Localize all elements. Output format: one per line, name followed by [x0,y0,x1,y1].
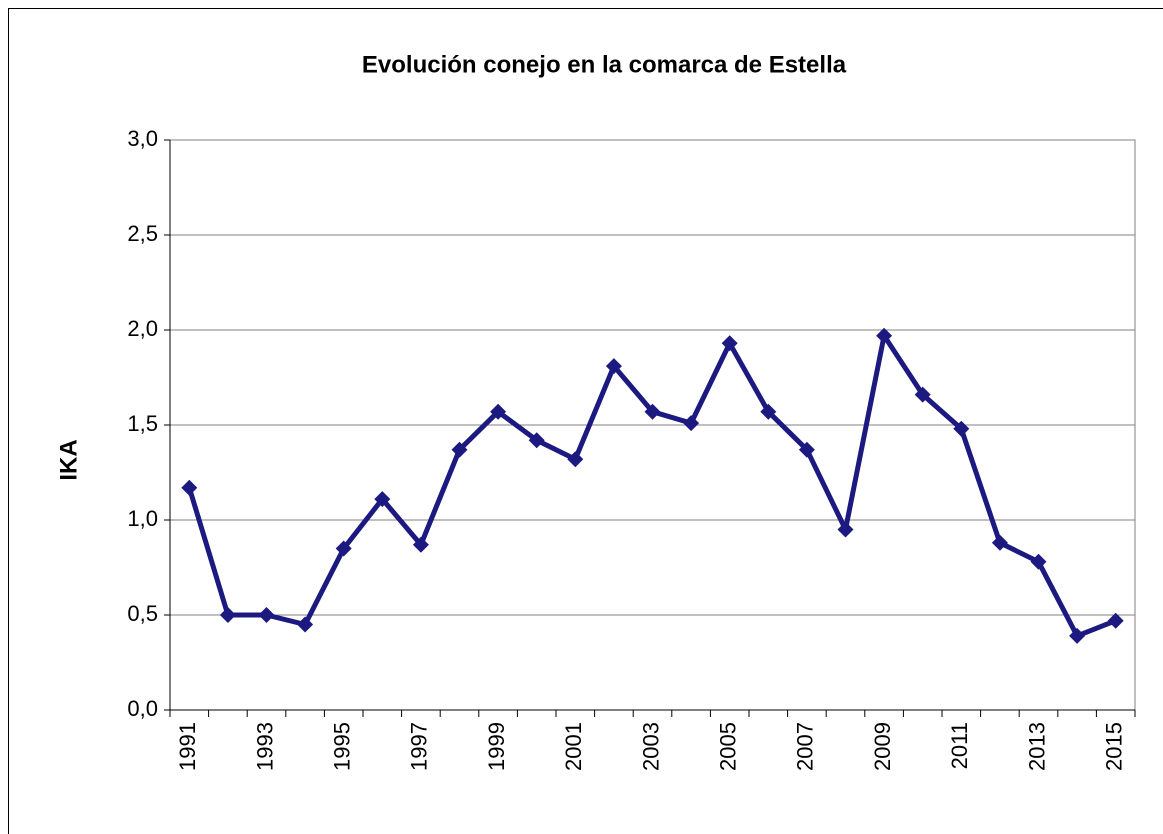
y-axis-label: IKA [55,439,82,480]
data-point [1030,553,1047,570]
x-tick-label: 2009 [870,722,895,771]
data-point [1069,627,1086,644]
x-tick-label: 1995 [330,722,355,771]
data-point [953,420,970,437]
data-point [297,616,314,633]
data-point [335,540,352,557]
data-point [798,441,815,458]
x-tick-label: 2005 [716,722,741,771]
data-point [528,432,545,449]
y-tick-label: 1,0 [127,506,158,531]
y-tick-label: 0,0 [127,696,158,721]
data-point [914,386,931,403]
y-tick-label: 2,0 [127,316,158,341]
data-point [837,521,854,538]
x-tick-label: 2001 [561,722,586,771]
chart-title: Evolución conejo en la comarca de Estell… [362,51,847,78]
data-point [374,491,391,508]
data-point [991,534,1008,551]
data-point [760,403,777,420]
y-tick-label: 1,5 [127,411,158,436]
data-point [490,403,507,420]
x-tick-label: 1999 [484,722,509,771]
data-point [1107,612,1124,629]
y-tick-label: 0,5 [127,601,158,626]
data-point [721,335,738,352]
data-point [567,451,584,468]
x-tick-label: 2015 [1102,722,1127,771]
y-tick-label: 3,0 [127,126,158,151]
x-tick-label: 2007 [793,722,818,771]
data-point [219,607,236,623]
data-point [683,415,700,432]
data-point [181,479,198,496]
data-point [644,403,661,420]
x-tick-label: 1997 [407,722,432,771]
data-point [451,441,468,458]
x-tick-label: 1991 [175,722,200,771]
data-point [258,607,275,623]
x-tick-label: 2003 [638,722,663,771]
y-tick-label: 2,5 [127,221,158,246]
data-point [412,536,429,553]
x-tick-label: 1993 [252,722,277,771]
x-tick-label: 2013 [1024,722,1049,771]
data-point [876,327,893,344]
x-tick-label: 2011 [947,722,972,769]
data-point [605,358,622,375]
